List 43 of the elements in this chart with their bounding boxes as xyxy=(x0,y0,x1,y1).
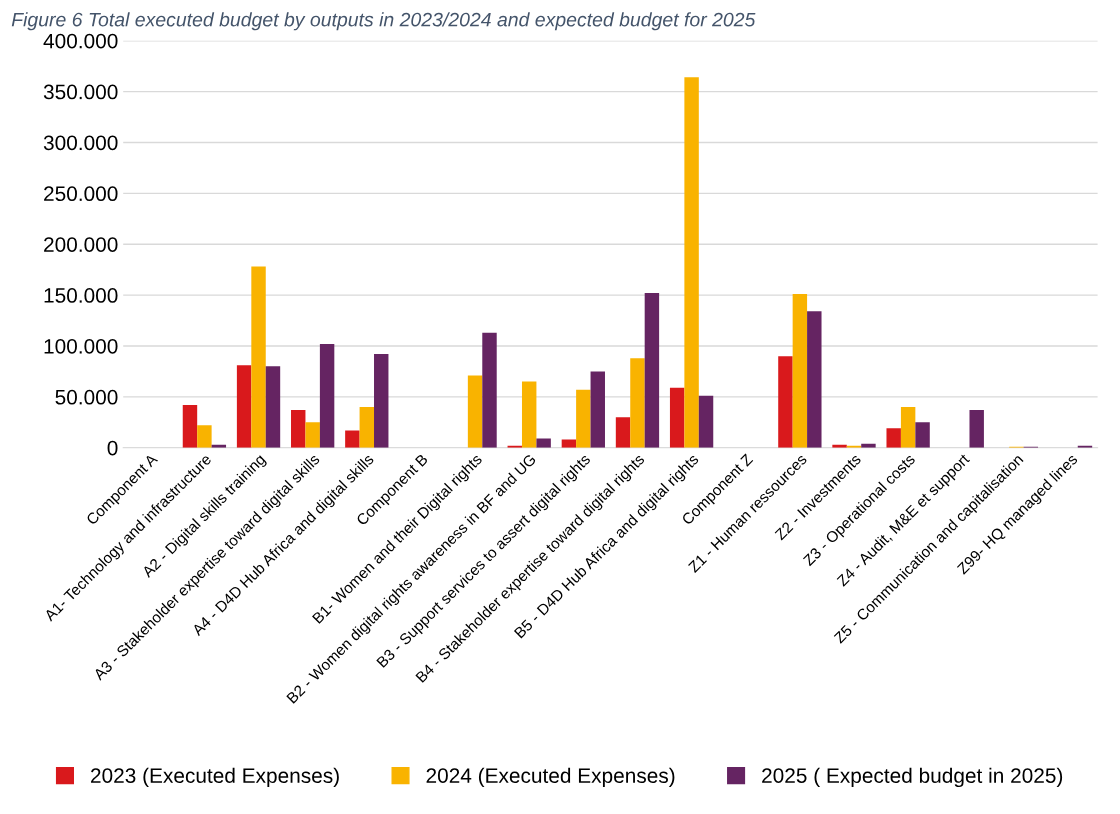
bar xyxy=(969,410,984,448)
y-tick-label: 100.000 xyxy=(44,338,118,354)
bar xyxy=(698,395,714,448)
bar xyxy=(615,417,631,448)
bar xyxy=(576,389,591,448)
bar xyxy=(915,422,930,448)
bar xyxy=(236,365,252,448)
bar xyxy=(291,410,306,448)
bar xyxy=(374,354,389,448)
bar xyxy=(644,293,660,448)
bar xyxy=(778,356,793,448)
y-tick-label: 300.000 xyxy=(43,135,118,151)
bar xyxy=(182,404,198,448)
y-tick-label: 400.000 xyxy=(43,33,118,49)
y-tick-label: 150.000 xyxy=(44,288,118,303)
bar xyxy=(265,366,281,448)
bar xyxy=(521,381,537,448)
chart-title: Figure 6 Total executed budget by outputs in 2023/2024 and expected budget for 2025 xyxy=(11,12,756,31)
bar xyxy=(467,375,483,448)
bar xyxy=(807,311,822,448)
bar xyxy=(536,438,551,448)
bar xyxy=(305,422,320,448)
bar xyxy=(197,425,212,448)
y-tick-label: 350.000 xyxy=(43,84,118,100)
bar xyxy=(792,294,808,448)
bar xyxy=(669,387,685,448)
bar xyxy=(886,428,901,448)
legend-label: 2023 (Executed Expenses) xyxy=(91,767,339,788)
bar xyxy=(251,266,266,448)
bar xyxy=(319,343,335,448)
y-tick-label: 0 xyxy=(107,440,118,456)
bar xyxy=(630,358,645,448)
bar xyxy=(900,407,916,448)
bar xyxy=(482,332,497,448)
y-tick-label: 50.000 xyxy=(55,389,118,405)
bar xyxy=(684,77,699,448)
legend-label: 2025 ( Expected budget in 2025) xyxy=(762,767,1063,788)
bar xyxy=(590,371,605,448)
bar xyxy=(359,407,375,448)
legend-label: 2024 (Executed Expenses) xyxy=(426,767,675,788)
y-tick-label: 200.000 xyxy=(44,237,118,252)
y-tick-label: 250.000 xyxy=(44,186,118,202)
bar xyxy=(345,430,360,448)
